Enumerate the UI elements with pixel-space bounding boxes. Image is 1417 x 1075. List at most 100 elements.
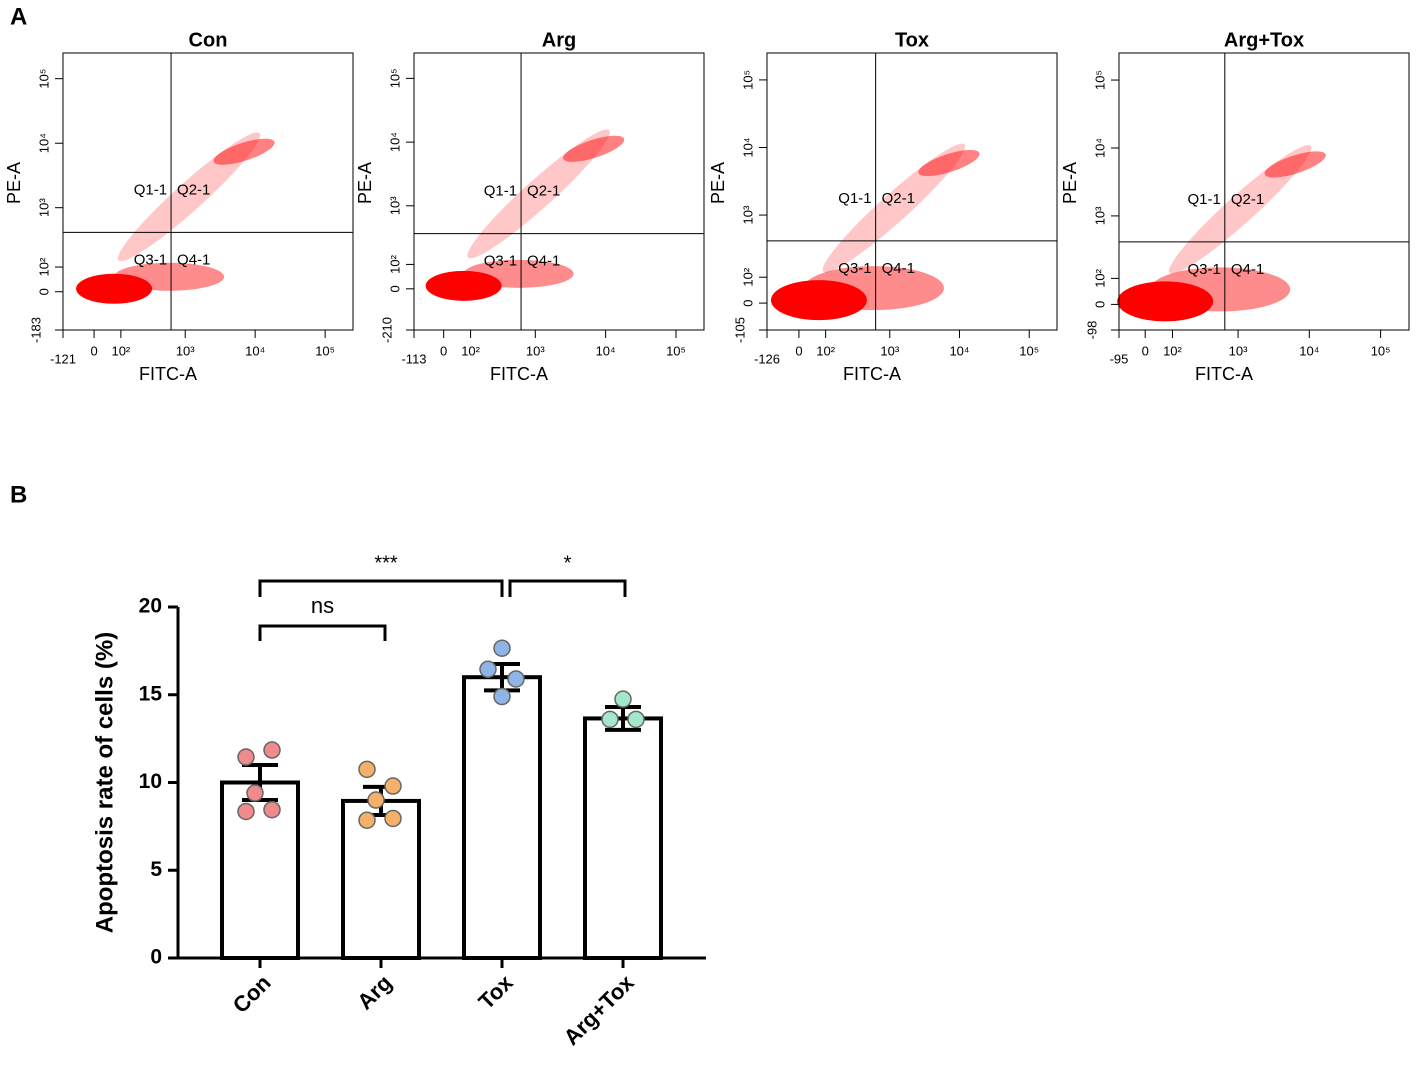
y-tick-label: 10² bbox=[740, 267, 755, 286]
x-tick-label: 10² bbox=[111, 343, 130, 358]
cloud-main bbox=[425, 270, 502, 301]
bar bbox=[583, 716, 663, 960]
plot-frame bbox=[1118, 52, 1410, 331]
x-axis-label: FITC-A bbox=[490, 364, 548, 384]
y-axis-label: Apoptosis rate of cells (%) bbox=[91, 632, 118, 933]
x-tick-label: 10³ bbox=[176, 343, 195, 358]
quadrant-label: Q3-1 bbox=[1187, 261, 1220, 278]
x-tick-label: 10⁵ bbox=[1019, 343, 1039, 358]
quadrant-label: Q4-1 bbox=[882, 260, 915, 277]
data-point bbox=[384, 777, 402, 795]
y-tick-label: 10⁴ bbox=[387, 132, 402, 152]
data-point bbox=[493, 687, 511, 706]
x-tick-label: Arg bbox=[352, 970, 396, 1014]
x-axis-label: FITC-A bbox=[843, 364, 901, 384]
bar bbox=[462, 675, 542, 960]
cloud-main bbox=[770, 280, 867, 321]
y-tick-label: 0 bbox=[150, 946, 162, 969]
x-tick-label: 10⁵ bbox=[315, 343, 335, 358]
y-tick-label: -98 bbox=[1084, 321, 1099, 340]
data-point bbox=[367, 791, 385, 809]
bar bbox=[220, 780, 300, 960]
x-tick-label: Arg+Tox bbox=[559, 969, 640, 1050]
x-tick-label: 0 bbox=[90, 343, 97, 358]
data-point bbox=[614, 690, 632, 708]
quadrant-label: Q4-1 bbox=[177, 251, 210, 268]
quadrant-label: Q2-1 bbox=[177, 181, 210, 198]
data-point bbox=[601, 710, 619, 729]
cloud-main bbox=[76, 273, 153, 304]
data-point bbox=[358, 760, 376, 779]
x-axis-label: FITC-A bbox=[1195, 364, 1253, 384]
cloud-main bbox=[1117, 281, 1214, 322]
significance-bracket bbox=[258, 579, 504, 597]
y-tick-label: 10³ bbox=[36, 198, 51, 217]
x-tick-label: 10³ bbox=[526, 343, 545, 358]
y-tick-label: 10² bbox=[387, 254, 402, 273]
plot-title: Tox bbox=[895, 29, 929, 51]
quadrant-label: Q3-1 bbox=[838, 260, 871, 277]
significance-bracket bbox=[258, 624, 387, 641]
y-tick-label: 10² bbox=[36, 257, 51, 276]
cloud-upper bbox=[918, 150, 980, 177]
y-tick-label: 0 bbox=[740, 299, 755, 306]
quadrant-label: Q2-1 bbox=[527, 183, 560, 200]
quadrant-label: Q4-1 bbox=[527, 253, 560, 270]
x-axis-label: FITC-A bbox=[139, 364, 197, 384]
quadrant-label: Q3-1 bbox=[484, 253, 517, 270]
event-cloud bbox=[770, 143, 980, 321]
y-tick-label: -105 bbox=[732, 317, 747, 343]
bar bbox=[341, 798, 421, 960]
plot-frame bbox=[413, 52, 705, 331]
y-tick-label: 0 bbox=[387, 285, 402, 292]
x-tick-label: 10⁴ bbox=[949, 343, 969, 358]
x-tick-label: -95 bbox=[1110, 351, 1129, 366]
y-tick-label: 0 bbox=[1092, 301, 1107, 308]
quadrant-label: Q1-1 bbox=[484, 183, 517, 200]
panel-label: A bbox=[10, 3, 27, 30]
x-tick-label: 10³ bbox=[880, 343, 899, 358]
y-tick-label: 10³ bbox=[1092, 206, 1107, 225]
data-point bbox=[263, 800, 281, 819]
event-cloud bbox=[76, 132, 275, 304]
data-point bbox=[263, 741, 281, 759]
data-point bbox=[384, 809, 402, 828]
x-tick-label: 0 bbox=[795, 343, 802, 358]
quadrant-label: Q4-1 bbox=[1231, 261, 1264, 278]
data-point bbox=[627, 710, 645, 729]
x-tick-label: Tox bbox=[473, 969, 518, 1014]
data-point bbox=[479, 660, 497, 679]
y-tick-label: 10⁵ bbox=[740, 70, 755, 90]
plot-frame bbox=[62, 52, 354, 331]
x-tick-label: 10² bbox=[1163, 343, 1182, 358]
y-tick-label: 10⁵ bbox=[1092, 70, 1107, 90]
y-axis-label: PE-A bbox=[708, 162, 728, 204]
x-tick-label: 10⁵ bbox=[1371, 343, 1391, 358]
x-tick-label: 10³ bbox=[1229, 343, 1248, 358]
y-tick-label: 15 bbox=[139, 682, 163, 705]
x-tick-label: 10⁴ bbox=[1299, 343, 1319, 358]
plot-title: Arg bbox=[542, 29, 576, 51]
x-tick-label: 10⁴ bbox=[245, 343, 265, 358]
quadrant-label: Q1-1 bbox=[838, 190, 871, 207]
significance-label: ns bbox=[311, 593, 334, 618]
quadrant-label: Q3-1 bbox=[134, 251, 167, 268]
data-point bbox=[237, 802, 255, 821]
y-axis-label: PE-A bbox=[4, 162, 24, 204]
x-tick-label: 10² bbox=[461, 343, 480, 358]
y-tick-label: 10⁵ bbox=[36, 69, 51, 89]
x-tick-label: 10² bbox=[816, 343, 835, 358]
data-point bbox=[507, 670, 525, 688]
y-tick-label: 10³ bbox=[387, 196, 402, 215]
x-tick-label: Con bbox=[228, 970, 276, 1018]
y-tick-label: 5 bbox=[150, 858, 162, 881]
significance-bracket bbox=[508, 579, 627, 597]
y-tick-label: 0 bbox=[36, 288, 51, 295]
x-tick-label: -126 bbox=[754, 351, 780, 366]
quadrant-label: Q2-1 bbox=[882, 190, 915, 207]
cloud-upper bbox=[1264, 151, 1326, 178]
x-tick-label: 0 bbox=[1142, 343, 1149, 358]
data-point bbox=[358, 811, 376, 829]
y-tick-label: 10⁴ bbox=[740, 137, 755, 157]
event-cloud bbox=[1117, 144, 1326, 322]
